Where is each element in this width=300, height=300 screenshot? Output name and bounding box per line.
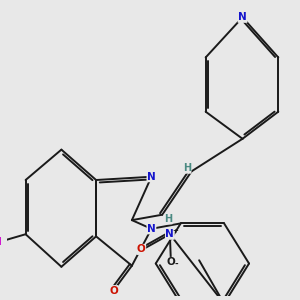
Text: +: + (172, 228, 178, 234)
Text: H: H (183, 164, 191, 173)
Text: O: O (109, 286, 118, 296)
Text: -: - (174, 260, 178, 268)
Text: O: O (167, 257, 175, 267)
Text: I: I (0, 237, 2, 247)
Text: N: N (147, 224, 156, 234)
Text: N: N (238, 12, 247, 22)
Text: N: N (147, 172, 156, 182)
Text: O: O (137, 244, 146, 254)
Text: N: N (166, 229, 174, 239)
Text: H: H (164, 214, 172, 224)
